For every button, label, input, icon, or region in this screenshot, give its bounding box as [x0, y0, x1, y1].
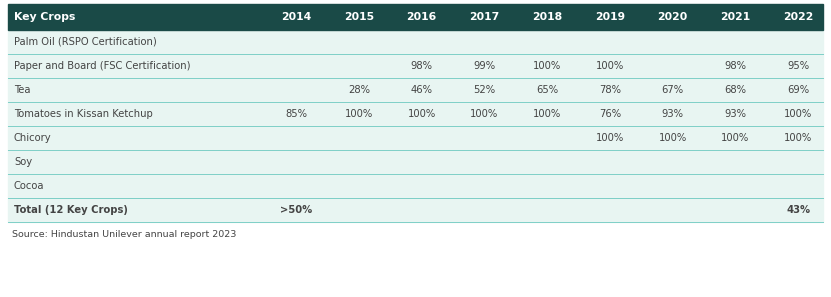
Text: 2018: 2018	[532, 12, 563, 22]
Text: Palm Oil (RSPO Certification): Palm Oil (RSPO Certification)	[14, 37, 157, 47]
Text: 28%: 28%	[348, 85, 370, 95]
Text: 100%: 100%	[533, 61, 561, 71]
Text: Key Crops: Key Crops	[14, 12, 76, 22]
Text: 98%: 98%	[411, 61, 433, 71]
Text: 2020: 2020	[657, 12, 688, 22]
Bar	[8, 102, 823, 126]
Text: 100%: 100%	[345, 109, 373, 119]
Text: Total (12 Key Crops): Total (12 Key Crops)	[14, 205, 128, 215]
Bar	[8, 30, 823, 54]
Bar	[8, 198, 823, 222]
Text: 100%: 100%	[470, 109, 499, 119]
Text: 100%: 100%	[596, 61, 624, 71]
Text: 76%: 76%	[599, 109, 621, 119]
Text: Paper and Board (FSC Certification): Paper and Board (FSC Certification)	[14, 61, 190, 71]
Text: 85%: 85%	[285, 109, 307, 119]
Text: 68%: 68%	[725, 85, 746, 95]
Text: 93%: 93%	[725, 109, 746, 119]
Text: 52%: 52%	[474, 85, 495, 95]
Text: 95%: 95%	[787, 61, 809, 71]
Text: 46%: 46%	[411, 85, 433, 95]
Text: 2014: 2014	[281, 12, 312, 22]
Text: Soy: Soy	[14, 157, 32, 167]
Text: >50%: >50%	[280, 205, 312, 215]
Text: 100%: 100%	[784, 133, 812, 143]
Text: Chicory: Chicory	[14, 133, 52, 143]
Text: 99%: 99%	[474, 61, 495, 71]
Text: 100%: 100%	[721, 133, 750, 143]
Text: 2019: 2019	[595, 12, 625, 22]
Text: 100%: 100%	[658, 133, 686, 143]
Text: Tea: Tea	[14, 85, 31, 95]
Text: 2015: 2015	[344, 12, 374, 22]
Text: Source: Hindustan Unilever annual report 2023: Source: Hindustan Unilever annual report…	[12, 230, 236, 238]
Bar	[8, 78, 823, 102]
Text: 100%: 100%	[533, 109, 561, 119]
Text: 69%: 69%	[787, 85, 809, 95]
Text: 65%: 65%	[536, 85, 558, 95]
Bar	[8, 126, 823, 150]
Text: 43%: 43%	[786, 205, 810, 215]
Bar	[8, 4, 823, 30]
Text: 78%: 78%	[599, 85, 621, 95]
Text: 2016: 2016	[406, 12, 437, 22]
Text: Tomatoes in Kissan Ketchup: Tomatoes in Kissan Ketchup	[14, 109, 153, 119]
Text: 100%: 100%	[784, 109, 812, 119]
Text: 100%: 100%	[596, 133, 624, 143]
Text: 2022: 2022	[783, 12, 814, 22]
Bar	[8, 54, 823, 78]
Text: 98%: 98%	[725, 61, 746, 71]
Text: 2017: 2017	[470, 12, 499, 22]
Bar	[8, 150, 823, 174]
Text: 67%: 67%	[661, 85, 684, 95]
Bar	[8, 174, 823, 198]
Text: 2021: 2021	[720, 12, 750, 22]
Text: 100%: 100%	[407, 109, 435, 119]
Text: Cocoa: Cocoa	[14, 181, 45, 191]
Text: 93%: 93%	[661, 109, 684, 119]
